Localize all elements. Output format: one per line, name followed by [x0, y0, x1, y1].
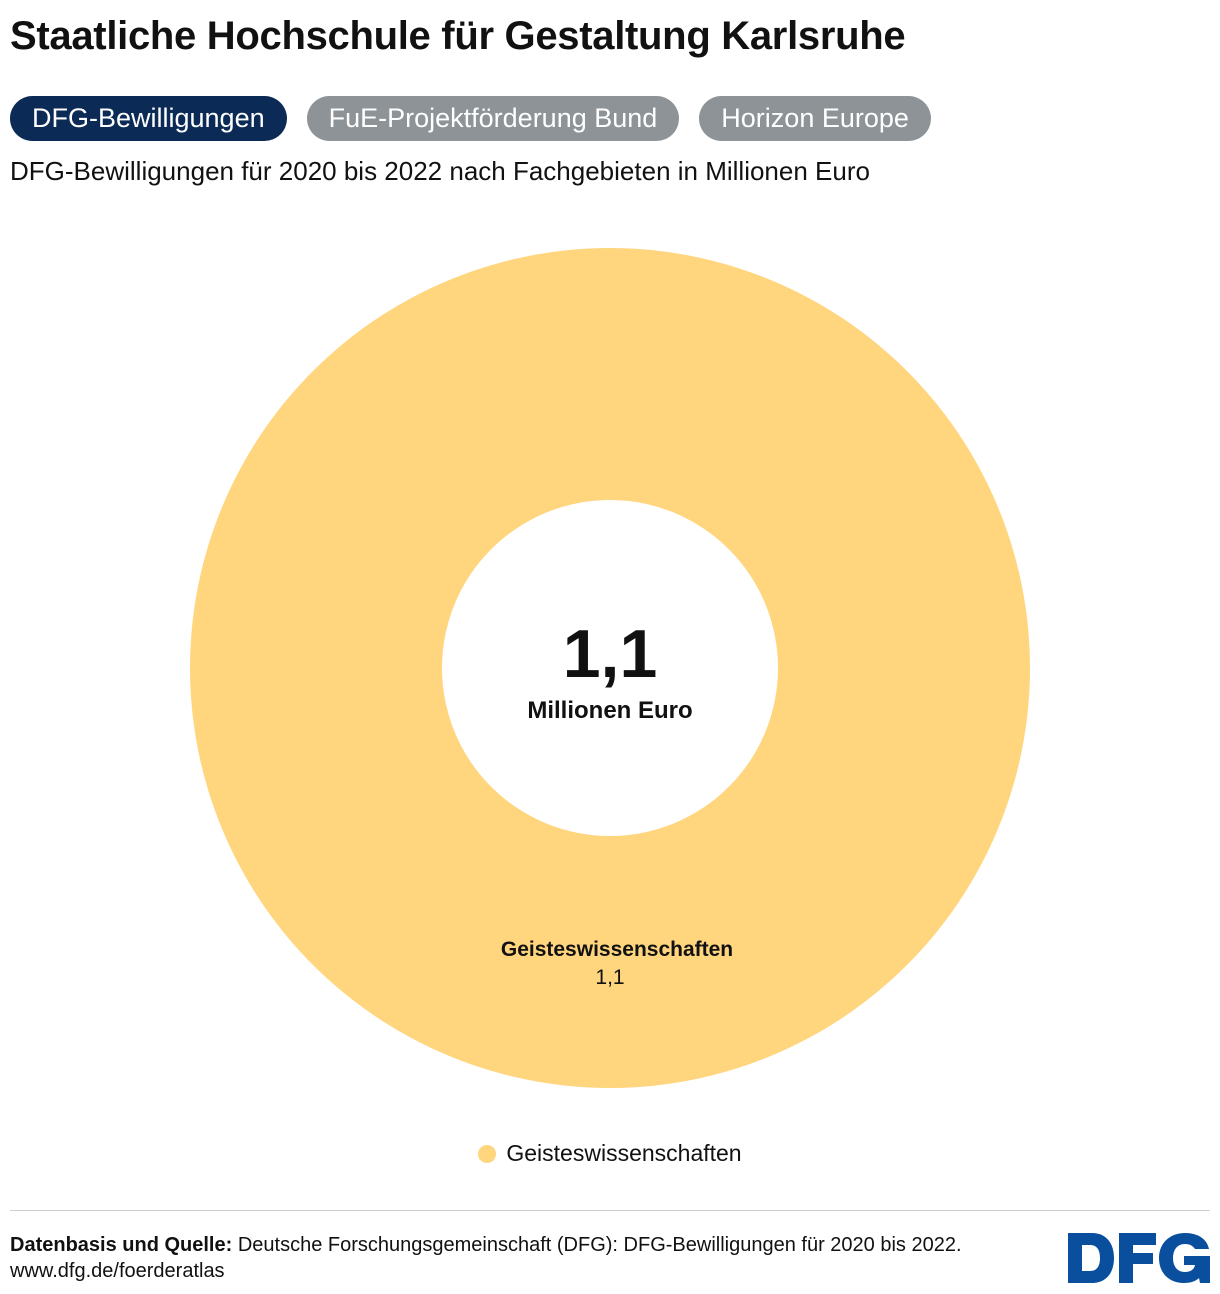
source-label: Datenbasis und Quelle:: [10, 1234, 233, 1256]
chart-legend: Geisteswissenschaften: [0, 1140, 1220, 1167]
source-footer: Datenbasis und Quelle: Deutsche Forschun…: [10, 1232, 962, 1284]
source-url[interactable]: www.dfg.de/foerderatlas: [10, 1260, 225, 1282]
donut-chart: 1,1 Millionen Euro Geisteswissenschaften…: [190, 248, 1030, 1088]
dfg-logo: [1068, 1233, 1210, 1283]
center-total-value: 1,1: [563, 616, 658, 692]
donut-slices: [190, 248, 1030, 1088]
tab-fue-projektfoerderung-bund[interactable]: FuE-Projektförderung Bund: [306, 96, 680, 141]
tab-horizon-europe[interactable]: Horizon Europe: [699, 96, 931, 141]
legend-label-geisteswissenschaften[interactable]: Geisteswissenschaften: [506, 1140, 742, 1166]
slice-label-geisteswissenschaften: Geisteswissenschaften: [501, 938, 733, 961]
page-title: Staatliche Hochschule für Gestaltung Kar…: [10, 14, 906, 58]
tab-dfg-bewilligungen[interactable]: DFG-Bewilligungen: [10, 96, 287, 141]
dataset-tabs: DFG-Bewilligungen FuE-Projektförderung B…: [10, 96, 931, 141]
chart-subtitle: DFG-Bewilligungen für 2020 bis 2022 nach…: [10, 156, 870, 186]
footer-divider: [10, 1210, 1210, 1211]
slice-value-geisteswissenschaften: 1,1: [595, 966, 624, 989]
center-total-unit: Millionen Euro: [527, 697, 692, 724]
legend-swatch-geisteswissenschaften: [478, 1144, 497, 1163]
donut-slice-geisteswissenschaften[interactable]: [190, 248, 1030, 1088]
source-text: Deutsche Forschungsgemeinschaft (DFG): D…: [237, 1234, 962, 1256]
